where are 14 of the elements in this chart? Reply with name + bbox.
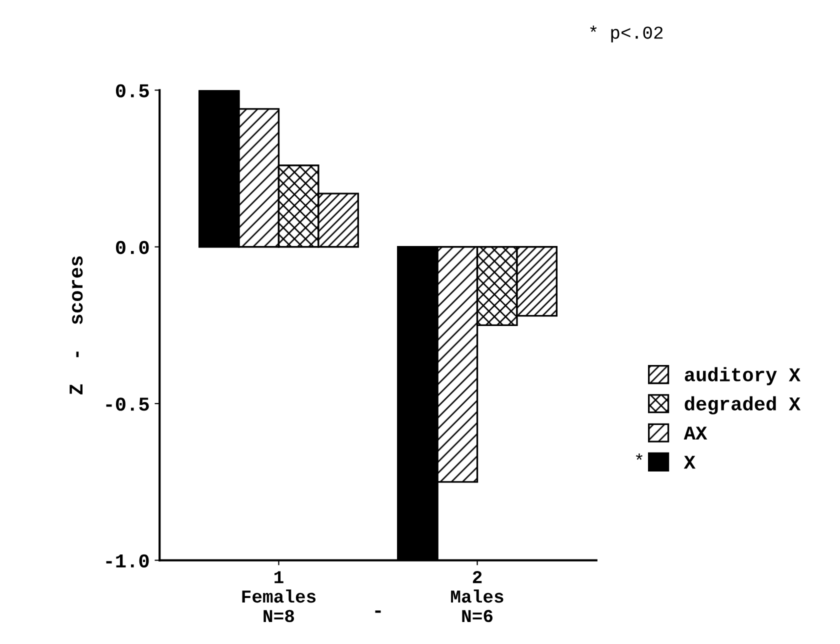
text: * p<.02 [590, 26, 663, 42]
legend-label: AX [684, 426, 708, 440]
y-tick-label: -1.0 [106, 554, 149, 568]
x-tick-label: 1 Females N=8 [242, 571, 316, 622]
y-tick-label: 0.5 [116, 84, 149, 98]
legend-label: degraded X [684, 396, 801, 414]
x-tick-label: 2 Males N=6 [451, 571, 504, 622]
text: * [636, 453, 642, 460]
legend-label: auditory X [684, 367, 801, 386]
text: - [375, 610, 381, 613]
y-tick-label: 0.0 [116, 240, 149, 254]
y-tick-label: -0.5 [106, 398, 149, 411]
legend-label: X [684, 456, 696, 469]
y-axis-title: Z - scores [70, 256, 83, 394]
